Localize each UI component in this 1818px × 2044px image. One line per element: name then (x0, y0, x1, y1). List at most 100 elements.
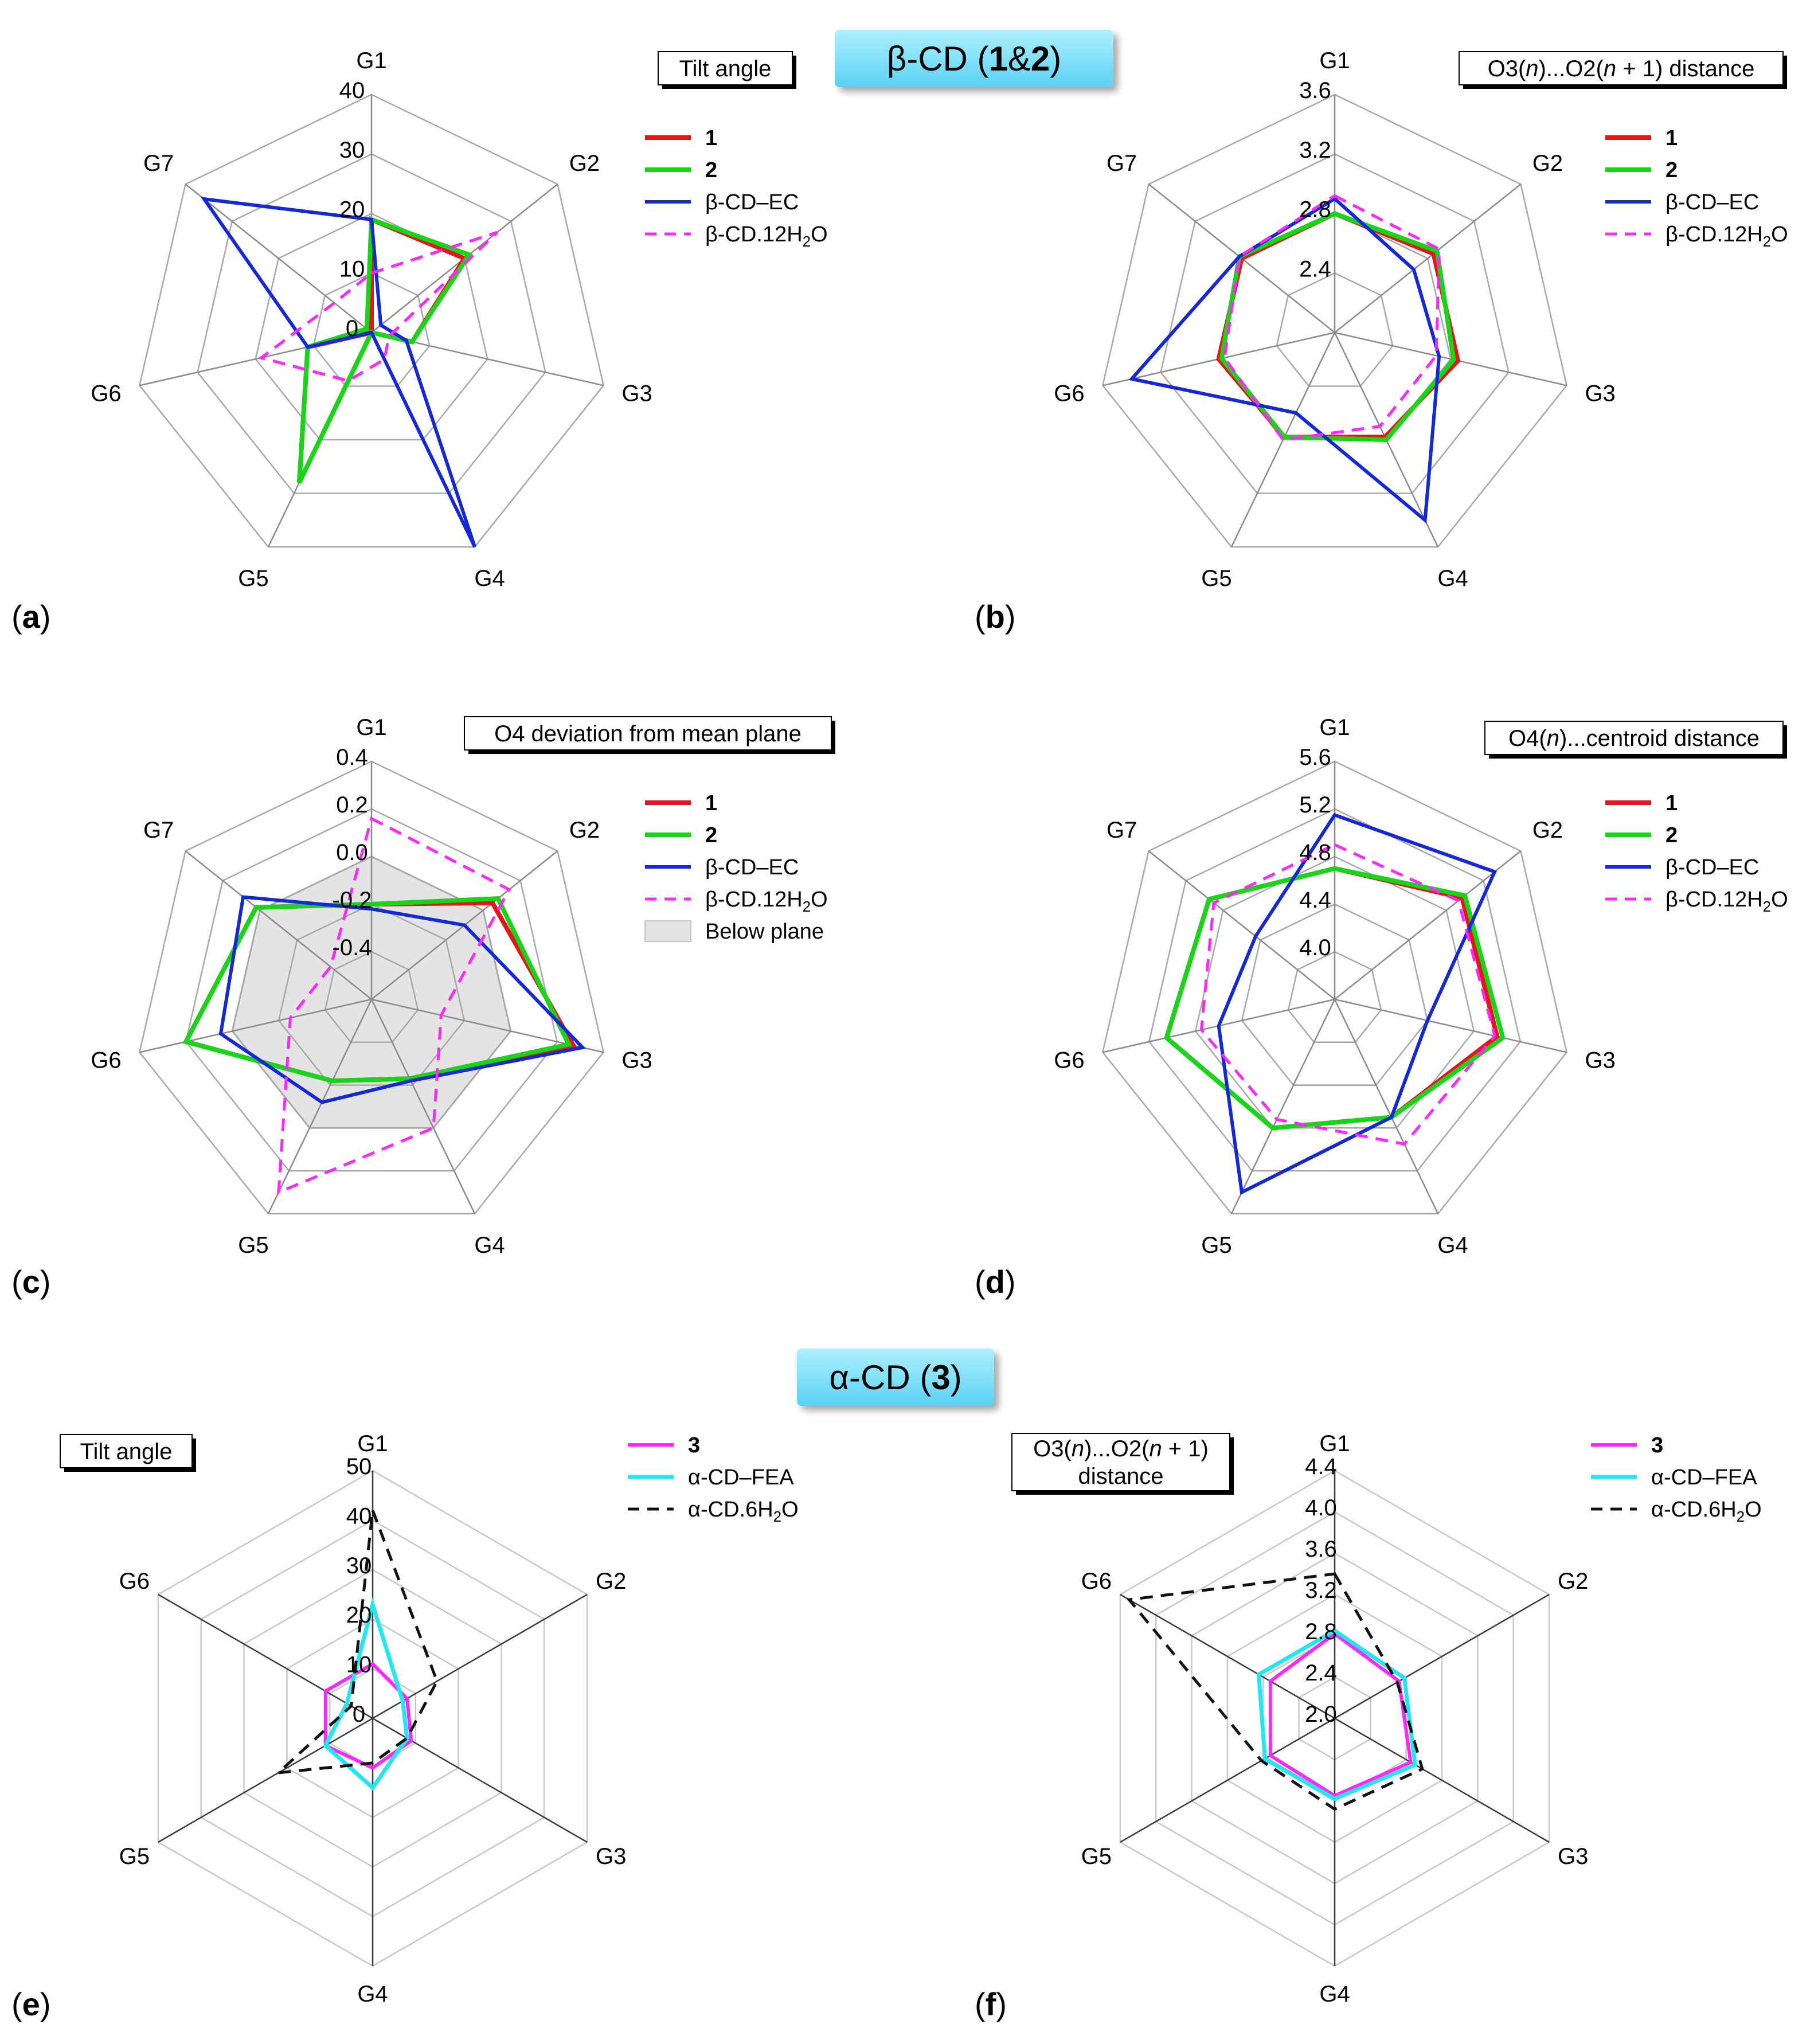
grid-ring (324, 951, 419, 1044)
axis-label-g2: G2 (569, 818, 600, 843)
series-3 (1268, 1631, 1413, 1798)
chart-title: O3(n)...O2(n + 1) distance (1488, 56, 1755, 81)
tick-label: -0.4 (333, 935, 372, 960)
tick-label: 0 (353, 1702, 365, 1727)
tick-label: 4.0 (1299, 935, 1331, 960)
title-box (1011, 1433, 1230, 1491)
axis-label-g6: G6 (1081, 1569, 1112, 1594)
series-α-CD.6H2O (274, 1510, 439, 1775)
grid-ring (1241, 903, 1429, 1086)
series-2 (1219, 211, 1456, 443)
tick-label: 0.2 (336, 792, 368, 818)
series-β-CD.12H2O (277, 816, 511, 1195)
tick-label: 10 (339, 256, 365, 282)
axis-spoke (372, 1717, 588, 1843)
axis-spoke (1148, 850, 1335, 1000)
axis-spoke (1230, 999, 1336, 1214)
panel-label: (f) (975, 1986, 1007, 2022)
axis-label-g3: G3 (1585, 1048, 1615, 1073)
tick-label: 2.8 (1305, 1619, 1337, 1644)
axis-label-g5: G5 (1081, 1844, 1112, 1869)
legend-label: 1 (1665, 126, 1678, 150)
tick-label: 3.6 (1299, 78, 1331, 103)
axis-label-g5: G5 (119, 1844, 150, 1869)
title-box (1484, 721, 1784, 755)
axis-spoke (185, 183, 372, 333)
series-1 (1164, 866, 1500, 1131)
chart-f: 2.0 2.4 2.8 3.2 3.6 4.0 4.4G1 G2 G3 G4 G5 G6 (f) O3(n… (975, 1431, 1762, 2022)
grid-ring (1160, 153, 1510, 494)
legend-label: β-CD–EC (705, 190, 799, 214)
legend-label: 1 (705, 126, 717, 150)
legend-label: 1 (705, 791, 717, 815)
series-β-CD.12H2O (1199, 843, 1496, 1146)
axis-label-g5: G5 (238, 566, 268, 591)
legend-label: 2 (1665, 823, 1678, 847)
series-2 (297, 216, 473, 484)
legend-label: α-CD–FEA (688, 1465, 794, 1490)
panel-label: (d) (975, 1264, 1016, 1300)
grid-ring (139, 93, 604, 548)
series-β-CD–EC (1217, 812, 1498, 1195)
axis-label-g7: G7 (1107, 151, 1137, 176)
axis-spoke (1334, 331, 1567, 386)
axis-spoke (1334, 998, 1567, 1053)
series-α-CD.6H2O (1126, 1572, 1424, 1811)
title-box (1459, 51, 1784, 85)
axis-label-g1: G1 (1319, 715, 1350, 740)
tick-label: 20 (346, 1603, 372, 1628)
tick-label: 0.4 (336, 745, 368, 770)
grid-ring (185, 808, 558, 1172)
axis-label-g7: G7 (143, 151, 174, 176)
axis-spoke (267, 999, 373, 1214)
banner-bold-1: 3 (931, 1358, 951, 1397)
tick-label: 3.6 (1305, 1537, 1337, 1562)
axis-label-g2: G2 (596, 1569, 626, 1594)
axis-spoke (1334, 1593, 1550, 1719)
tick-label: 4.4 (1305, 1454, 1337, 1479)
chart-c: -0.4 -0.2 0.0 0.2 0.4 G1 G2 G3 G4 G5 G6 G7 (c) O4 dev… (11, 715, 835, 1300)
axis-label-g3: G3 (621, 381, 652, 407)
legend-label: β-CD.12H2O (705, 222, 828, 250)
grid-ring (1194, 855, 1475, 1129)
alpha-cd-banner: α-CD (3) (797, 1349, 994, 1406)
legend-label: 2 (705, 158, 717, 182)
axis-spoke (1334, 850, 1522, 1000)
axis-label-g1: G1 (357, 1431, 388, 1456)
tick-label: 30 (346, 1553, 372, 1578)
legend-label: β-CD.12H2O (705, 888, 828, 915)
tick-label: 2.0 (1305, 1702, 1337, 1727)
legend-label: 3 (688, 1433, 700, 1457)
legend-label: β-CD–EC (1665, 190, 1759, 214)
title-box (658, 51, 793, 85)
legend-label: α-CD.6H2O (1651, 1498, 1762, 1525)
axis-label-g4: G4 (474, 566, 505, 591)
grid-ring (1287, 951, 1382, 1044)
axis-spoke (158, 1717, 373, 1843)
axis-label-g2: G2 (1558, 1569, 1588, 1594)
series-α-CD–FEA (1256, 1628, 1418, 1801)
axis-spoke (1230, 332, 1336, 548)
legend-label: β-CD–EC (1665, 855, 1759, 880)
panel-label: (c) (11, 1264, 50, 1300)
chart-title: O4(n)...centroid distance (1508, 726, 1760, 751)
axis-label-g6: G6 (119, 1569, 150, 1594)
tick-label: 2.4 (1299, 256, 1331, 282)
grid-ring (312, 272, 431, 387)
axis-spoke (1120, 1717, 1335, 1843)
axis-spoke (1334, 183, 1522, 333)
tick-label: 0.0 (336, 840, 368, 865)
series-β-CD–EC (218, 895, 587, 1104)
tick-label: 4.8 (1299, 840, 1331, 865)
axis-label-g4: G4 (1319, 1982, 1350, 2007)
axis-label-g4: G4 (1437, 566, 1468, 591)
legend-label: β-CD.12H2O (1665, 222, 1788, 250)
axis-label-g5: G5 (1201, 1233, 1231, 1258)
axis-spoke (139, 998, 372, 1053)
legend-label: α-CD.6H2O (688, 1498, 799, 1525)
axis-label-g3: G3 (621, 1048, 652, 1073)
banner-text-mid: & (1007, 39, 1031, 78)
legend-label: β-CD.12H2O (1665, 888, 1788, 915)
